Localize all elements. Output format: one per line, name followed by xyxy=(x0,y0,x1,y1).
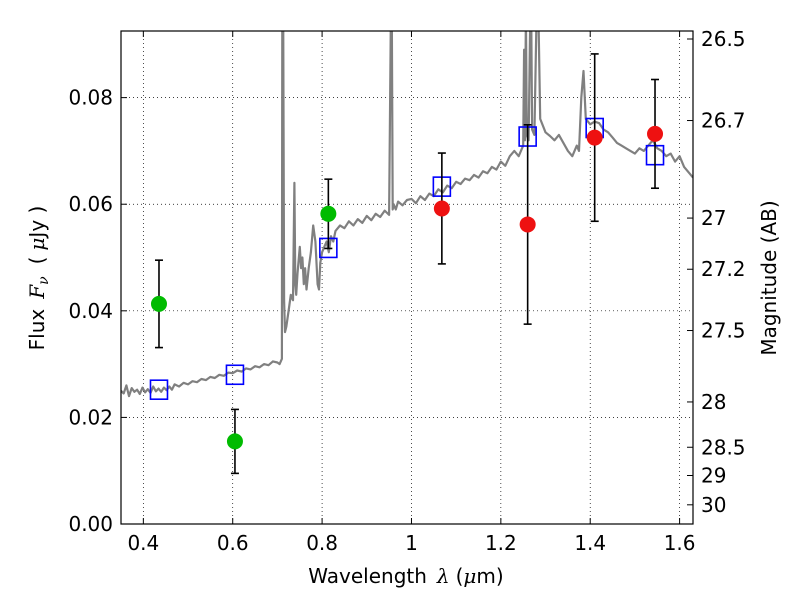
y2-tick-label: 30 xyxy=(701,493,726,517)
y-tick-label: 0.02 xyxy=(68,405,113,429)
model-band-flux-square xyxy=(149,379,169,400)
photometry-point xyxy=(320,205,337,222)
x-axis-title-unit-open: ( xyxy=(456,564,464,588)
x-tick-label: 0.6 xyxy=(217,531,249,555)
model-band-flux-square xyxy=(225,364,245,386)
y2-tick-label: 29 xyxy=(701,463,726,487)
y-axis-title-symbol: F xyxy=(25,284,49,300)
y2-tick-label: 27.2 xyxy=(701,257,746,281)
plot-frame xyxy=(120,30,694,525)
x-axis-title-text: Wavelength xyxy=(308,564,427,588)
y-axis-title-unit-mu: μ xyxy=(25,238,49,251)
y-axis-title: Flux Fν ( μJy ) xyxy=(25,206,52,351)
x-axis-title: Wavelength λ (μm) xyxy=(308,564,503,588)
x-tick-label: 1.4 xyxy=(574,531,606,555)
y2-tick-label: 27 xyxy=(701,206,726,230)
y2-tick-label: 28 xyxy=(701,390,726,414)
y-axis-title-unit-open: ( xyxy=(25,257,49,265)
x-axis-title-unit-rest: m) xyxy=(476,564,503,588)
photometry-point xyxy=(226,433,243,450)
y2-tick-label: 27.5 xyxy=(701,319,746,343)
x-tick-label: 0.8 xyxy=(306,531,338,555)
photometry-point xyxy=(150,295,167,312)
y-tick-label: 0.04 xyxy=(68,299,113,323)
plot-area xyxy=(121,31,693,475)
x-axis-title-symbol: λ xyxy=(436,564,450,588)
y2-tick-label: 26.7 xyxy=(701,109,746,133)
x-tick-label: 0.4 xyxy=(127,531,159,555)
y-axis-title-text: Flux xyxy=(25,309,49,351)
y-axis-title-subscript: ν xyxy=(36,276,52,285)
x-tick-label: 1.2 xyxy=(485,531,517,555)
x-axis-title-unit-mu: μ xyxy=(463,564,476,588)
y2-tick-label: 26.5 xyxy=(701,27,746,51)
y-tick-label: 0.08 xyxy=(68,86,113,110)
y2-axis-title: Magnitude (AB) xyxy=(757,200,781,355)
y-tick-label: 0.00 xyxy=(68,512,113,536)
y2-tick-label: 28.5 xyxy=(701,435,746,459)
model-spectrum-line xyxy=(121,31,693,398)
photometry-point xyxy=(433,200,450,217)
y-tick-label: 0.06 xyxy=(68,192,113,216)
axis-ticks xyxy=(121,31,693,525)
x-tick-label: 1 xyxy=(405,531,418,555)
tick-labels: 0.4 0.6 0.8 1 1.2 1.4 1.6 0.00 0.02 0.04 0.06 0.08 2… xyxy=(68,27,745,555)
grid xyxy=(121,31,693,525)
photometry-point xyxy=(519,216,536,233)
photometry-point xyxy=(586,129,603,146)
x-tick-label: 1.6 xyxy=(664,531,696,555)
y-axis-title-unit-rest: Jy ) xyxy=(25,206,49,240)
photometry-point xyxy=(647,125,664,142)
